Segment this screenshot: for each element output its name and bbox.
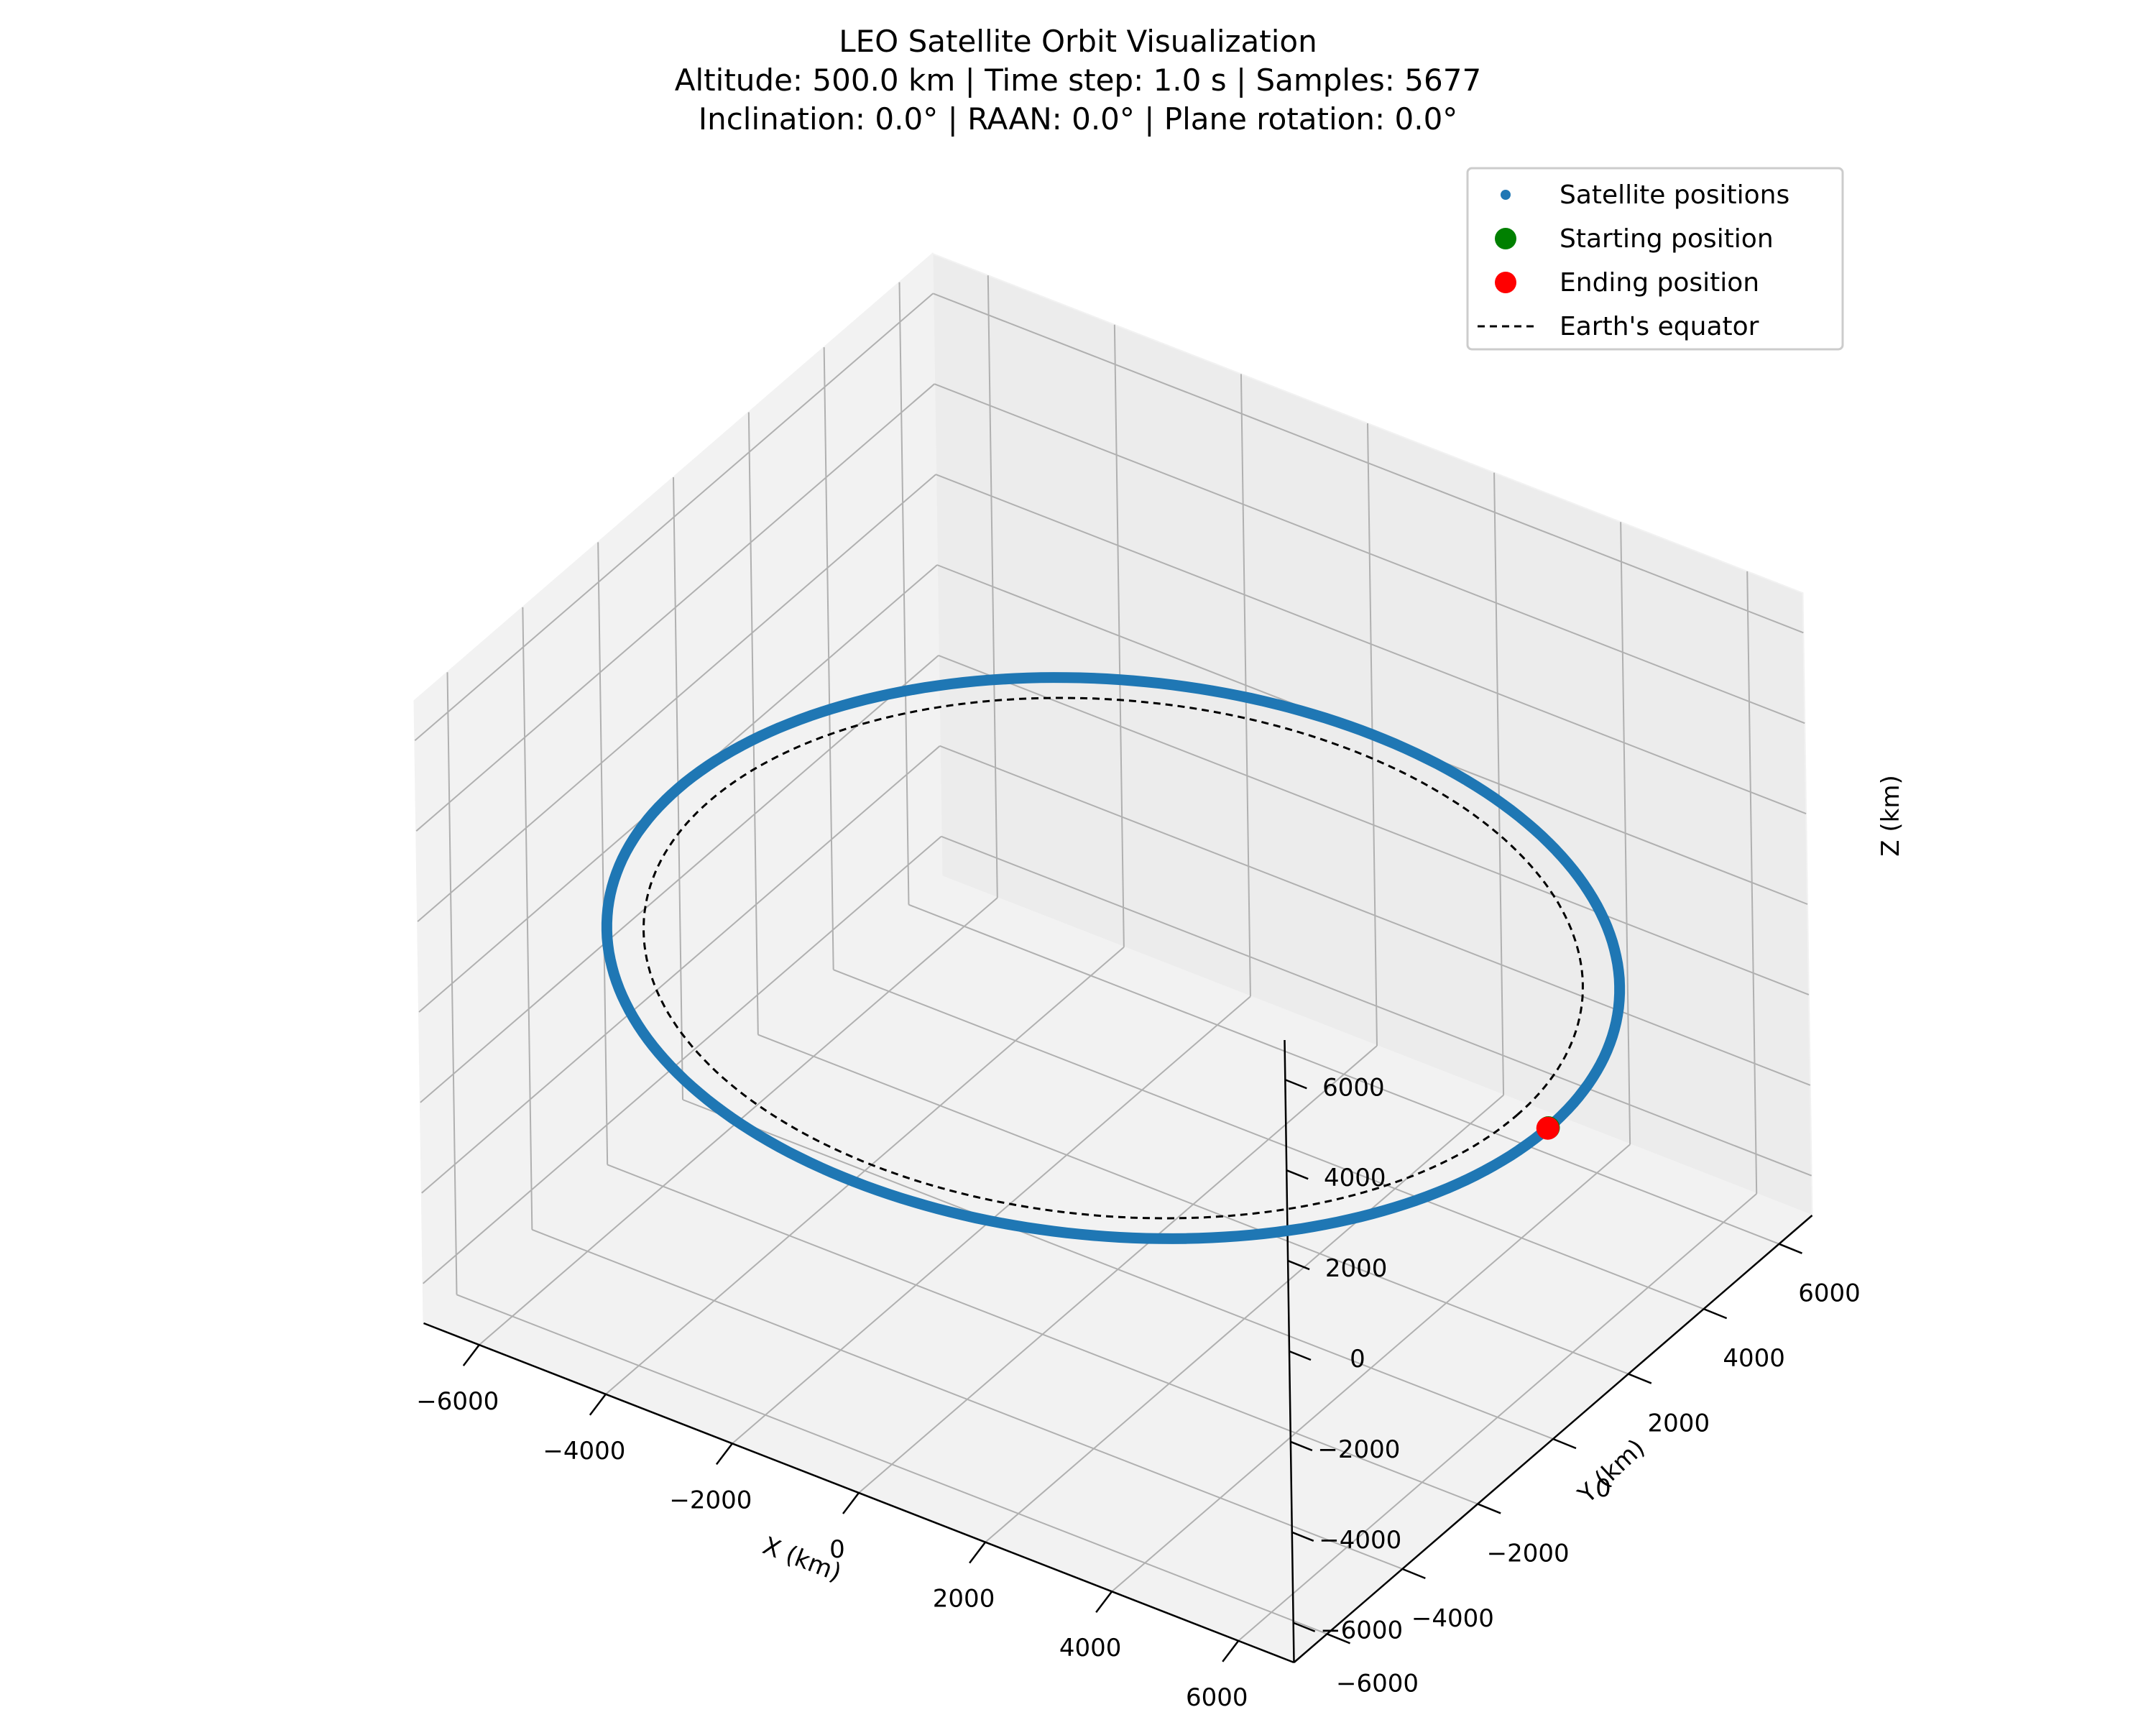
x-tick-label-1: −4000	[543, 1437, 625, 1466]
z-tick-mark-3	[1289, 1350, 1312, 1361]
y-tick-label-0: −6000	[1336, 1669, 1419, 1698]
x-tick-label-4: 2000	[933, 1585, 995, 1614]
x-tick-label-5: 4000	[1059, 1634, 1122, 1662]
grid-floor-y-4	[757, 1034, 1629, 1375]
y-tick-mark-4	[1628, 1373, 1652, 1384]
z-tick-mark-0	[1293, 1622, 1316, 1632]
title-line-2: Altitude: 500.0 km | Time step: 1.0 s | …	[675, 63, 1481, 98]
x-tick-mark-1	[589, 1393, 607, 1416]
y-tick-label-2: −2000	[1487, 1539, 1570, 1568]
z-tick-mark-4	[1287, 1259, 1310, 1271]
legend-label-satellite-positions: Satellite positions	[1560, 180, 1789, 210]
grid-left-z-0	[423, 835, 942, 1284]
y-tick-label-3: 0	[1595, 1474, 1611, 1503]
z-tick-mark-6	[1284, 1079, 1307, 1090]
x-tick-mark-0	[462, 1344, 480, 1366]
y-tick-mark-3	[1552, 1438, 1577, 1450]
x-tick-label-0: −6000	[416, 1387, 499, 1416]
grid-floor-y-0	[456, 1294, 1327, 1635]
legend-frame	[1466, 167, 1844, 351]
chart-title: LEO Satellite Orbit Visualization Altitu…	[675, 24, 1481, 137]
z-tick-label-0: −6000	[1320, 1616, 1403, 1645]
legend-label-starting-position: Starting position	[1560, 224, 1774, 254]
z-tick-label-1: −4000	[1319, 1526, 1401, 1555]
title-line-3: Inclination: 0.0° | RAAN: 0.0° | Plane r…	[699, 101, 1458, 137]
tick-marks	[462, 1079, 1802, 1662]
z-axis-label: Z (km)	[1876, 775, 1905, 856]
z-tick-label-2: −2000	[1317, 1435, 1400, 1464]
x-tick-label-3: 0	[829, 1535, 845, 1564]
x-tick-mark-6	[1222, 1640, 1240, 1662]
z-tick-mark-1	[1291, 1531, 1314, 1542]
ending-position-point	[1536, 1116, 1560, 1140]
y-tick-mark-2	[1477, 1503, 1501, 1514]
legend-label-earths-equator: Earth's equator	[1560, 312, 1759, 341]
grid-left-z-1	[421, 745, 941, 1194]
grid-floor-y-5	[833, 969, 1705, 1310]
grid-floor-y-2	[607, 1164, 1478, 1505]
y-tick-mark-6	[1779, 1243, 1802, 1254]
z-tick-label-4: 2000	[1325, 1254, 1388, 1283]
grid-left-z-2	[420, 655, 939, 1103]
x-tick-label-6: 6000	[1186, 1683, 1248, 1712]
grid-back-z-4	[935, 474, 1807, 815]
satellite-positions-track	[601, 672, 1626, 1244]
grid-back-z-2	[938, 654, 1810, 995]
grid-left-z-6	[414, 293, 934, 742]
grid-back-z-6	[932, 293, 1804, 634]
y-tick-mark-0	[1327, 1633, 1350, 1644]
grid-back-z-1	[939, 745, 1811, 1086]
z-tick-mark-2	[1290, 1440, 1313, 1452]
y-tick-label-4: 2000	[1648, 1409, 1710, 1438]
legend: Satellite positions Starting position En…	[1466, 167, 1844, 351]
grid-floor-y-6	[908, 903, 1779, 1245]
tick-labels: −6000 −4000 −2000 0 2000 4000 6000 −6000 −4000 −2…	[416, 1073, 1860, 1712]
x-tick-label-2: −2000	[669, 1486, 752, 1514]
legend-label-ending-position: Ending position	[1560, 268, 1759, 298]
legend-marker-satellite-positions	[1501, 190, 1511, 200]
grid-back-z-0	[941, 835, 1812, 1177]
legend-marker-starting-position	[1495, 228, 1516, 249]
x-tick-mark-2	[715, 1443, 733, 1466]
grid-floor-y-1	[531, 1228, 1403, 1570]
grid-lines	[414, 275, 1812, 1642]
x-tick-mark-5	[1095, 1591, 1113, 1614]
grid-left-z-4	[417, 474, 936, 922]
earth-equator-line	[642, 696, 1584, 1220]
grid-left-z-5	[415, 383, 935, 832]
y-tick-label-5: 4000	[1723, 1344, 1785, 1373]
legend-marker-ending-position	[1495, 272, 1516, 293]
plot-data	[601, 672, 1626, 1244]
grid-floor-y-3	[682, 1099, 1554, 1440]
y-tick-mark-5	[1703, 1307, 1728, 1320]
x-tick-mark-4	[969, 1541, 987, 1564]
z-tick-label-6: 6000	[1322, 1073, 1385, 1102]
y-tick-mark-1	[1401, 1568, 1426, 1580]
title-line-1: LEO Satellite Orbit Visualization	[839, 24, 1317, 59]
grid-back-z-5	[934, 383, 1805, 724]
y-tick-label-6: 6000	[1798, 1279, 1861, 1308]
z-tick-mark-5	[1286, 1169, 1309, 1180]
z-tick-label-3: 0	[1350, 1345, 1365, 1374]
x-tick-mark-3	[842, 1492, 860, 1514]
y-tick-label-1: −4000	[1411, 1604, 1494, 1633]
